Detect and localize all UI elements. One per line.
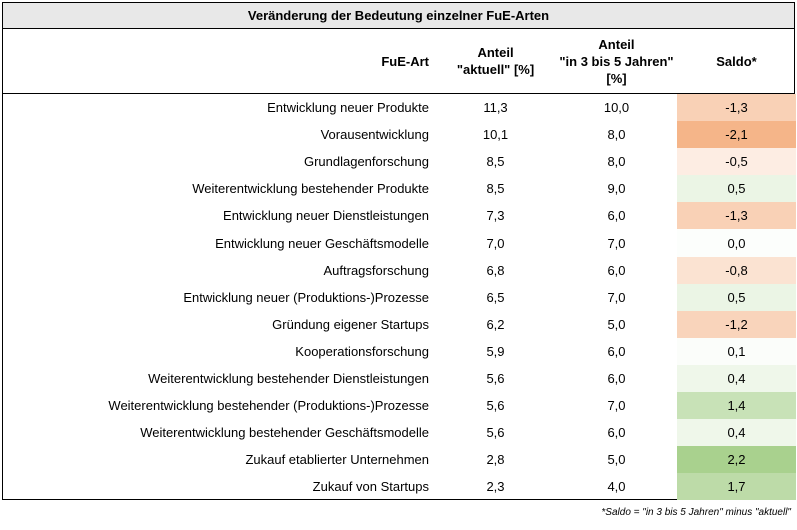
- value-zukunft: 8,0: [607, 127, 626, 143]
- value-aktuell: 2,8: [486, 452, 505, 468]
- value-aktuell: 5,6: [486, 425, 505, 441]
- value-saldo: -0,8: [677, 256, 796, 284]
- value-saldo: 0,1: [677, 337, 796, 365]
- row-label: Zukauf von Startups: [312, 479, 429, 495]
- value-zukunft: 6,0: [607, 343, 626, 359]
- header-fue-art-text: FuE-Art: [381, 53, 429, 69]
- value-saldo: 1,7: [677, 473, 796, 501]
- row-label: Weiterentwicklung bestehender Produkte: [192, 181, 429, 197]
- table-title-text: Veränderung der Bedeutung einzelner FuE-…: [247, 8, 550, 23]
- table-row: Weiterentwicklung bestehender Dienstleis…: [3, 364, 796, 393]
- value-saldo: 0,5: [677, 175, 796, 203]
- row-label: Entwicklung neuer (Produktions-)Prozesse: [183, 289, 429, 305]
- table-row: Entwicklung neuer Geschäftsmodelle 7,0 7,0…: [3, 229, 796, 257]
- row-label: Weiterentwicklung bestehender (Produktio…: [108, 398, 429, 414]
- value-zukunft: 6,0: [607, 262, 626, 278]
- value-aktuell: 6,8: [486, 262, 505, 278]
- value-saldo: 0,0: [677, 229, 796, 257]
- row-label: Zukauf etablierter Unternehmen: [245, 452, 429, 468]
- value-saldo: -1,3: [677, 94, 796, 122]
- value-zukunft: 6,0: [607, 370, 626, 386]
- value-aktuell: 8,5: [486, 154, 505, 170]
- row-label: Entwicklung neuer Produkte: [267, 100, 429, 116]
- table-row: Zukauf etablierter Unternehmen 2,8 5,0 2,2: [3, 446, 796, 474]
- row-label: Weiterentwicklung bestehender Geschäftsm…: [140, 425, 429, 441]
- value-saldo: -0,5: [677, 148, 796, 176]
- table-row: Weiterentwicklung bestehender Produkte 8,…: [3, 175, 796, 203]
- row-label: Auftragsforschung: [323, 262, 429, 278]
- value-aktuell: 2,3: [486, 479, 505, 495]
- value-aktuell: 5,6: [486, 370, 505, 386]
- value-zukunft: 7,0: [607, 235, 626, 251]
- table-row: Entwicklung neuer Dienstleistungen 7,3 6,0…: [3, 202, 796, 230]
- value-aktuell: 10,1: [482, 127, 509, 143]
- table-row: Zukauf von Startups 2,3 4,0 1,7: [3, 473, 796, 501]
- table-row: Auftragsforschung 6,8 6,0 -0,8: [3, 256, 796, 284]
- value-saldo: -1,2: [677, 310, 796, 338]
- table-title: Veränderung der Bedeutung einzelner FuE-…: [3, 3, 794, 29]
- value-zukunft: 6,0: [607, 208, 626, 224]
- footnote: *Saldo = "in 3 bis 5 Jahren" minus "aktu…: [601, 507, 791, 518]
- header-saldo: Saldo*: [677, 29, 796, 93]
- table-row: Grundlagenforschung 8,5 8,0 -0,5: [3, 148, 796, 176]
- header-anteil-aktuell-text: Anteil "aktuell" [%]: [456, 45, 535, 77]
- header-anteil-zukunft: Anteil "in 3 bis 5 Jahren" [%]: [556, 29, 677, 93]
- value-zukunft: 9,0: [607, 181, 626, 197]
- value-aktuell: 6,5: [486, 289, 505, 305]
- value-saldo: 2,2: [677, 446, 796, 474]
- value-saldo: -1,3: [677, 202, 796, 230]
- row-label: Grundlagenforschung: [303, 154, 429, 170]
- value-zukunft: 5,0: [607, 316, 626, 332]
- value-aktuell: 6,2: [486, 316, 505, 332]
- value-zukunft: 7,0: [607, 289, 626, 305]
- row-label: Vorausentwicklung: [320, 127, 429, 143]
- value-saldo: 1,4: [677, 392, 796, 420]
- table-body: Entwicklung neuer Produkte 11,3 10,0 -1,3 Vo…: [3, 94, 796, 501]
- value-aktuell: 7,3: [486, 208, 505, 224]
- table-row: Weiterentwicklung bestehender Geschäftsm…: [3, 419, 796, 447]
- header-fue-art: FuE-Art: [3, 29, 435, 93]
- value-zukunft: 7,0: [607, 398, 626, 414]
- value-aktuell: 5,6: [486, 398, 505, 414]
- value-aktuell: 11,3: [483, 100, 508, 116]
- value-saldo: 0,4: [677, 419, 796, 447]
- header-anteil-aktuell: Anteil "aktuell" [%]: [435, 29, 556, 93]
- header-anteil-zukunft-text: Anteil "in 3 bis 5 Jahren" [%]: [559, 36, 674, 86]
- table-row: Kooperationsforschung 5,9 6,0 0,1: [3, 337, 796, 365]
- value-aktuell: 8,5: [486, 181, 505, 197]
- value-zukunft: 4,0: [607, 479, 626, 495]
- header-row: FuE-Art Anteil "aktuell" [%] Anteil "in …: [3, 29, 794, 94]
- table-row: Weiterentwicklung bestehender (Produktio…: [3, 392, 796, 420]
- value-aktuell: 7,0: [486, 235, 505, 251]
- table-frame: Veränderung der Bedeutung einzelner FuE-…: [2, 2, 796, 501]
- value-saldo: 0,4: [677, 364, 796, 393]
- value-saldo: -2,1: [677, 121, 796, 149]
- table-row: Entwicklung neuer (Produktions-)Prozesse…: [3, 283, 796, 311]
- row-label: Weiterentwicklung bestehender Dienstleis…: [148, 370, 429, 386]
- table-row: Gründung eigener Startups 6,2 5,0 -1,2: [3, 310, 796, 338]
- row-label: Entwicklung neuer Geschäftsmodelle: [215, 235, 429, 251]
- value-zukunft: 5,0: [607, 452, 626, 468]
- row-label: Kooperationsforschung: [295, 343, 429, 359]
- row-label: Entwicklung neuer Dienstleistungen: [223, 208, 429, 224]
- table-row: Entwicklung neuer Produkte 11,3 10,0 -1,3: [3, 94, 796, 122]
- row-label: Gründung eigener Startups: [272, 316, 429, 332]
- value-zukunft: 6,0: [607, 425, 626, 441]
- header-saldo-text: Saldo*: [716, 53, 757, 69]
- table-row: Vorausentwicklung 10,1 8,0 -2,1: [3, 121, 796, 149]
- value-zukunft: 8,0: [607, 154, 626, 170]
- value-aktuell: 5,9: [486, 343, 505, 359]
- value-saldo: 0,5: [677, 283, 796, 311]
- value-zukunft: 10,0: [603, 100, 630, 116]
